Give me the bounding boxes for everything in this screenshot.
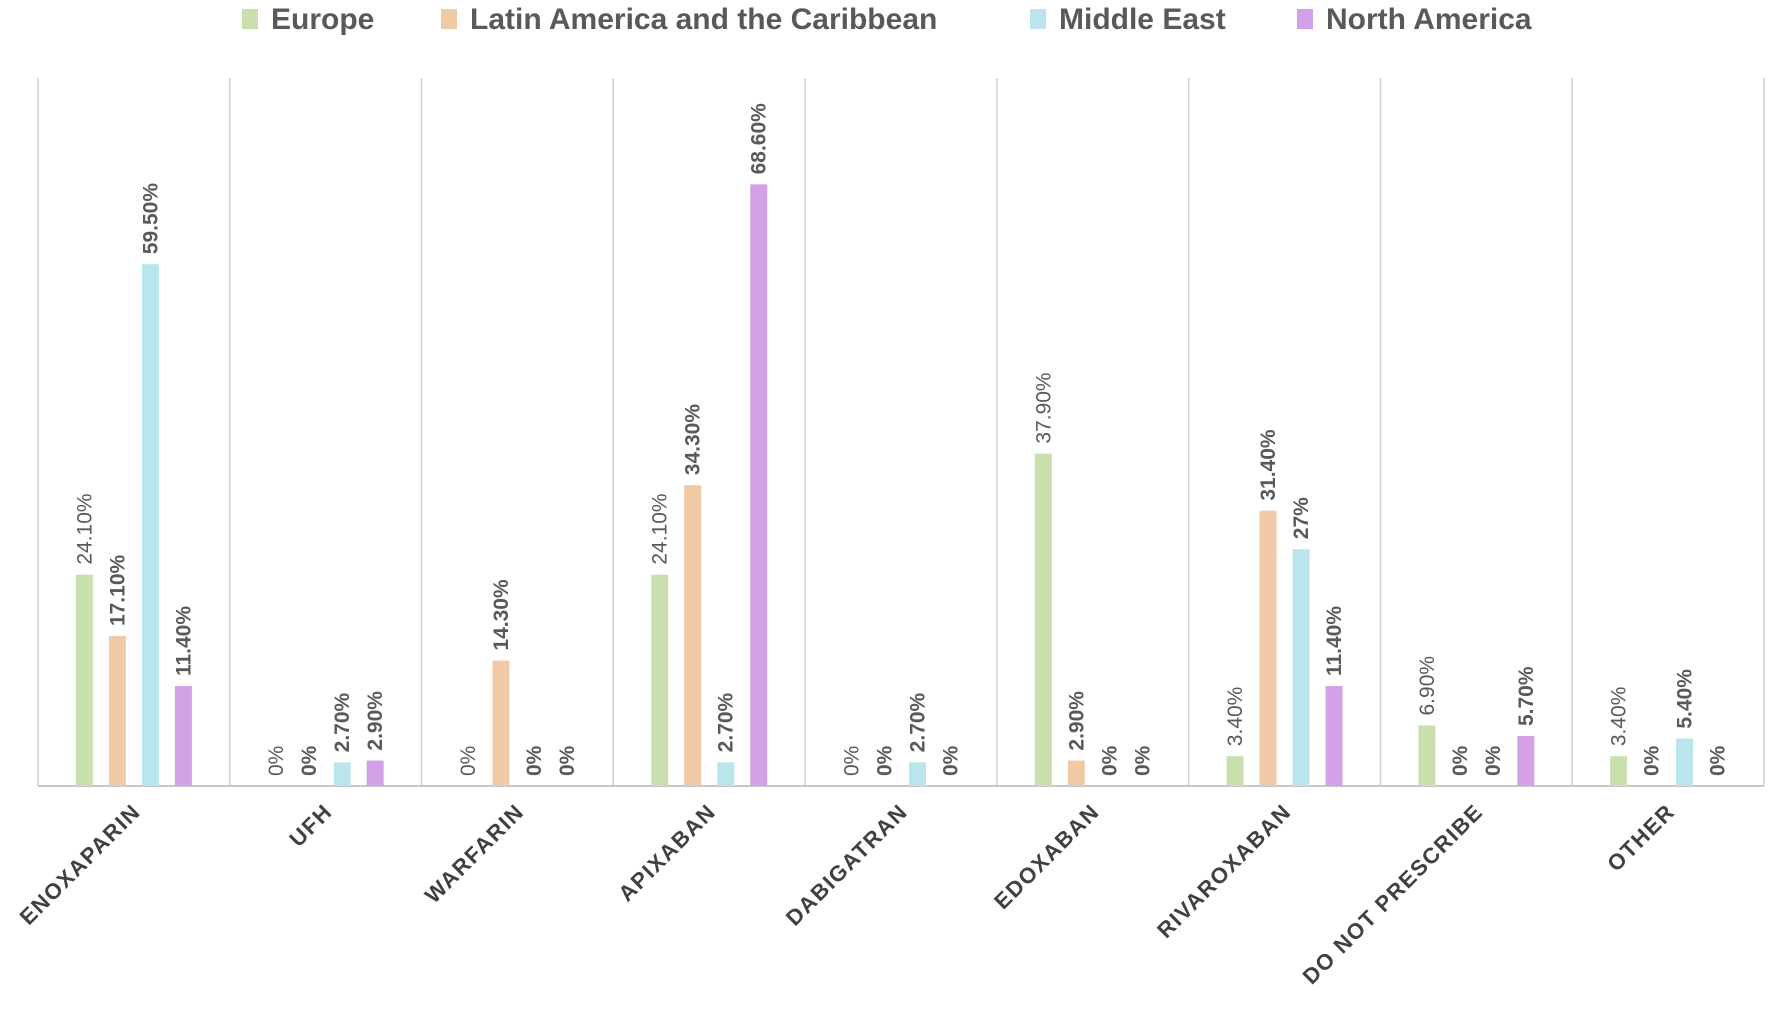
- bar-ufh-north-america: [366, 760, 384, 786]
- data-labels: 24.10% 17.10% 59.50% 11.40% 0% 0% 2.70% 2.90% 0%…: [73, 103, 1729, 776]
- data-label-other-middle-east: 5.40%: [1674, 669, 1697, 729]
- category-label-rivaroxaban: RIVAROXABAN: [1152, 799, 1296, 943]
- data-label-edoxaban-north-america: 0%: [1131, 745, 1154, 776]
- data-label-dabigatran-north-america: 0%: [940, 745, 963, 776]
- bar-enoxaparin-latin-america-and-the-caribbean: [108, 636, 126, 786]
- legend-swatch-europe: [242, 9, 258, 29]
- data-label-rivaroxaban-north-america: 11.40%: [1323, 606, 1346, 676]
- data-label-edoxaban-latin-america-and-the-caribbean: 2.90%: [1065, 691, 1088, 751]
- category-label-apixaban: APIXABAN: [613, 799, 720, 906]
- data-label-do-not-prescribe-europe: 6.90%: [1416, 656, 1439, 716]
- data-label-warfarin-europe: 0%: [457, 746, 480, 776]
- data-label-warfarin-latin-america-and-the-caribbean: 14.30%: [490, 579, 513, 651]
- category-label-dabigatran: DABIGATRAN: [781, 799, 913, 931]
- category-axis-labels: ENOXAPARIN UFH WARFARIN APIXABAN DABIGATRAN E…: [15, 799, 1680, 989]
- bar-apixaban-middle-east: [717, 762, 735, 786]
- data-label-other-north-america: 0%: [1707, 745, 1730, 776]
- bar-edoxaban-europe: [1034, 453, 1052, 786]
- legend-label-middle-east: Middle East: [1059, 3, 1226, 36]
- legend-label-latin-america-and-the-caribbean: Latin America and the Caribbean: [470, 3, 937, 36]
- legend: Europe Latin America and the Caribbean Mid…: [242, 3, 1532, 36]
- category-label-do-not-prescribe: DO NOT PRESCRIBE: [1298, 799, 1488, 989]
- bar-enoxaparin-europe: [75, 574, 93, 786]
- data-label-warfarin-north-america: 0%: [556, 745, 579, 776]
- legend-swatch-north-america: [1297, 9, 1313, 29]
- category-label-enoxaparin: ENOXAPARIN: [15, 799, 146, 930]
- legend-label-north-america: North America: [1326, 3, 1532, 36]
- category-label-ufh: UFH: [284, 799, 337, 852]
- data-label-edoxaban-middle-east: 0%: [1098, 745, 1121, 776]
- data-label-warfarin-middle-east: 0%: [523, 745, 546, 776]
- data-label-ufh-europe: 0%: [265, 746, 288, 776]
- bar-rivaroxaban-europe: [1226, 756, 1244, 786]
- data-label-rivaroxaban-latin-america-and-the-caribbean: 31.40%: [1257, 429, 1280, 501]
- bar-edoxaban-latin-america-and-the-caribbean: [1067, 760, 1085, 786]
- bar-rivaroxaban-north-america: [1325, 686, 1343, 786]
- bar-do-not-prescribe-north-america: [1517, 736, 1535, 786]
- category-label-edoxaban: EDOXABAN: [989, 799, 1104, 914]
- data-label-edoxaban-europe: 37.90%: [1032, 372, 1055, 443]
- bar-do-not-prescribe-europe: [1418, 725, 1436, 786]
- legend-label-europe: Europe: [271, 3, 374, 36]
- bar-rivaroxaban-latin-america-and-the-caribbean: [1259, 510, 1277, 786]
- data-label-ufh-latin-america-and-the-caribbean: 0%: [298, 745, 321, 776]
- bar-apixaban-europe: [651, 574, 669, 786]
- data-label-dabigatran-europe: 0%: [841, 746, 864, 776]
- legend-swatch-latin-america-and-the-caribbean: [441, 9, 457, 29]
- data-label-apixaban-latin-america-and-the-caribbean: 34.30%: [682, 404, 705, 476]
- data-label-other-europe: 3.40%: [1608, 687, 1631, 747]
- bar-ufh-middle-east: [333, 762, 351, 786]
- data-label-rivaroxaban-europe: 3.40%: [1224, 687, 1247, 747]
- category-label-other: OTHER: [1602, 799, 1679, 876]
- bar-other-europe: [1610, 756, 1628, 786]
- category-grid: [37, 78, 1765, 787]
- data-label-enoxaparin-europe: 24.10%: [73, 493, 96, 564]
- data-label-ufh-middle-east: 2.70%: [331, 692, 354, 752]
- data-label-ufh-north-america: 2.90%: [364, 691, 387, 751]
- bar-apixaban-north-america: [750, 184, 768, 787]
- data-label-apixaban-north-america: 68.60%: [748, 103, 771, 175]
- legend-swatch-middle-east: [1030, 9, 1046, 29]
- bar-enoxaparin-north-america: [174, 686, 192, 786]
- data-label-other-latin-america-and-the-caribbean: 0%: [1641, 745, 1664, 776]
- bar-warfarin-latin-america-and-the-caribbean: [492, 660, 510, 786]
- bar-apixaban-latin-america-and-the-caribbean: [684, 485, 702, 786]
- data-label-do-not-prescribe-middle-east: 0%: [1482, 745, 1505, 776]
- bar-dabigatran-middle-east: [909, 762, 926, 786]
- data-label-enoxaparin-middle-east: 59.50%: [139, 183, 162, 255]
- data-label-apixaban-europe: 24.10%: [649, 493, 672, 564]
- data-label-dabigatran-latin-america-and-the-caribbean: 0%: [874, 745, 897, 776]
- category-label-warfarin: WARFARIN: [420, 799, 529, 908]
- data-label-rivaroxaban-middle-east: 27%: [1290, 497, 1313, 539]
- data-label-do-not-prescribe-north-america: 5.70%: [1515, 666, 1538, 726]
- data-label-do-not-prescribe-latin-america-and-the-caribbean: 0%: [1449, 745, 1472, 776]
- bar-enoxaparin-middle-east: [141, 264, 159, 786]
- data-label-enoxaparin-latin-america-and-the-caribbean: 17.10%: [106, 554, 129, 626]
- bar-other-middle-east: [1676, 738, 1694, 786]
- bar-rivaroxaban-middle-east: [1292, 549, 1310, 786]
- data-label-apixaban-middle-east: 2.70%: [715, 692, 738, 752]
- bars: [75, 184, 1694, 787]
- data-label-dabigatran-middle-east: 2.70%: [907, 692, 930, 752]
- data-label-enoxaparin-north-america: 11.40%: [172, 606, 195, 676]
